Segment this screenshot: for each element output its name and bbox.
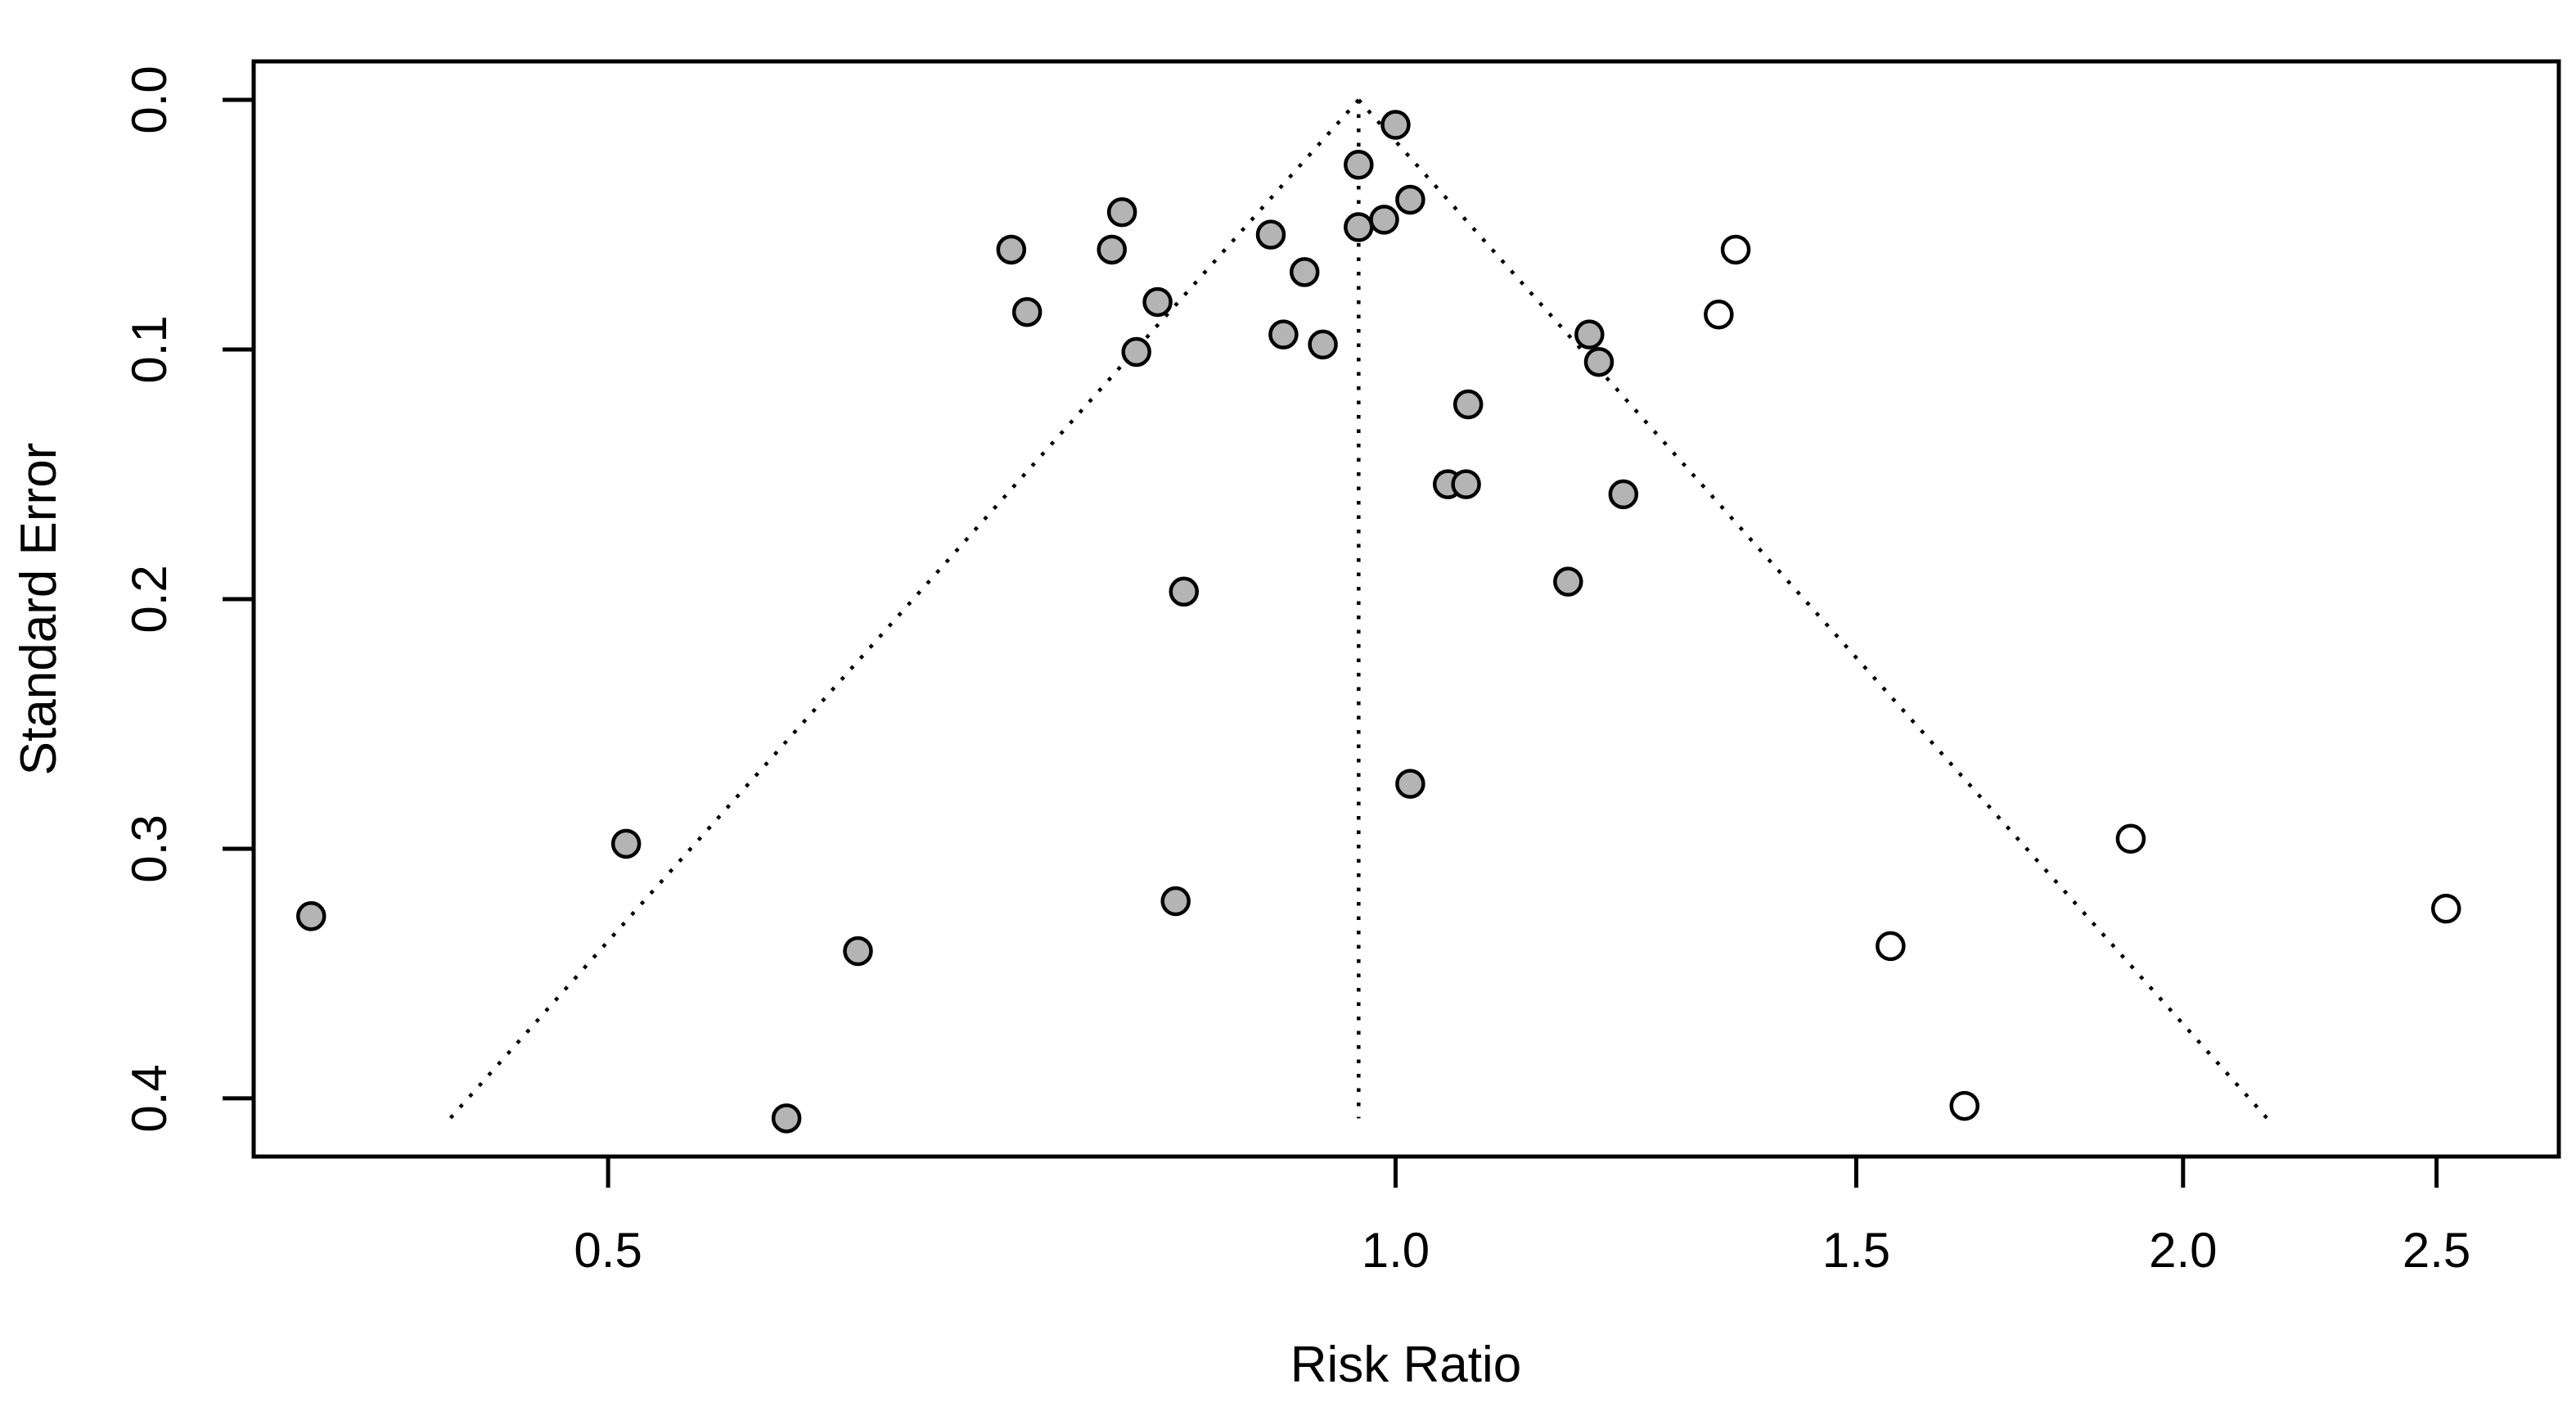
data-point-filled [1268,319,1299,349]
data-point-filled [1574,319,1605,349]
data-point-filled [1106,196,1137,228]
data-point-filled [1097,234,1127,265]
data-point-filled [996,234,1027,265]
plot-frame [251,59,2561,1159]
data-point-filled [1344,150,1374,180]
data-point-filled [1121,336,1151,368]
data-point-filled [1608,479,1639,510]
data-point-filled [843,936,873,967]
data-point-filled [771,1103,802,1134]
data-point-filled [1344,212,1374,242]
plot-layer: 0.5 1.0 1.5 2.0 2.5 0.0 0.1 0.2 0.3 0.4 [122,59,2561,1278]
x-tick-label: 1.5 [1822,1223,1890,1278]
data-point-filled [1255,219,1286,250]
data-point-filled [1369,205,1399,235]
data-point-open [1704,300,1734,330]
data-point-filled [1289,257,1320,287]
x-tick-label: 2.0 [2149,1223,2217,1278]
y-tick-label: 0.1 [122,315,177,383]
funnel-right-boundary-line [1357,98,2269,1120]
data-point-open [1949,1090,1979,1121]
x-tick-label: 2.5 [2403,1223,2470,1278]
data-point-open [1876,931,1906,962]
funnel-left-boundary-line [448,98,1360,1120]
data-point-open [1720,234,1751,265]
data-point-filled [610,828,642,859]
data-point-open [2115,823,2146,854]
data-point-filled [1011,296,1043,327]
x-tick-label: 1.0 [1362,1223,1430,1278]
data-point-filled [1395,769,1425,799]
x-axis-title: Risk Ratio [1290,1337,1522,1393]
data-point-filled [1452,389,1484,420]
data-point-filled [296,901,327,931]
data-point-filled [1451,469,1481,499]
y-tick-label: 0.4 [122,1064,177,1132]
data-point-filled [1553,566,1583,597]
x-tick-label: 0.5 [574,1223,642,1278]
y-tick-label: 0.0 [122,65,177,133]
data-point-filled [1308,329,1338,360]
data-point-filled [1142,286,1173,318]
data-point-filled [1583,346,1615,377]
y-tick-label: 0.2 [122,565,177,633]
data-point-filled [1160,886,1191,917]
data-point-filled [1380,110,1411,140]
data-point-filled [1395,184,1425,215]
data-point-open [2430,893,2461,924]
data-point-filled [1169,576,1200,607]
y-axis-title: Standard Error [11,443,67,776]
y-tick-label: 0.3 [122,814,177,882]
